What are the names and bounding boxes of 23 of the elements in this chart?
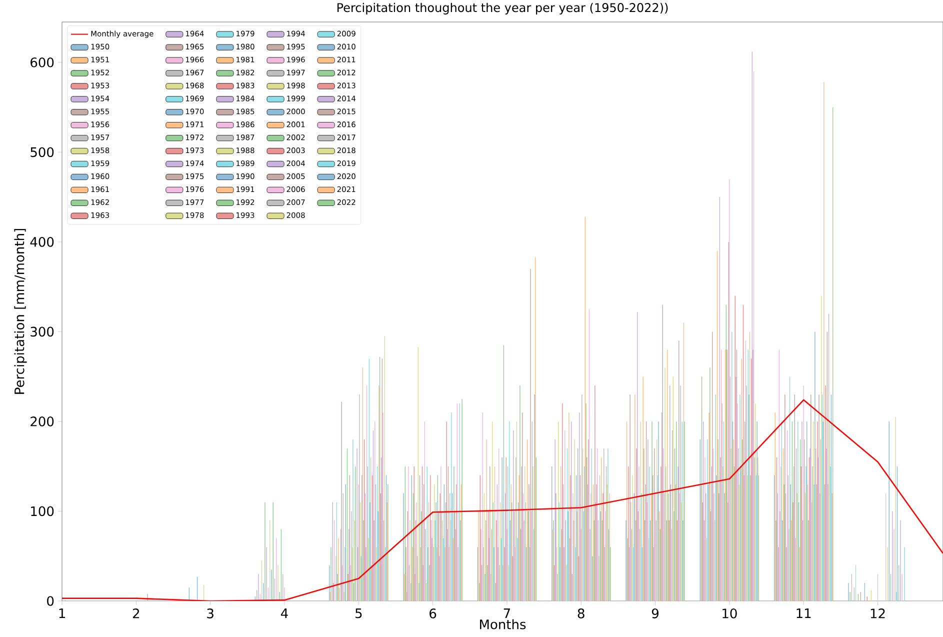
y-tick-label: 300	[30, 326, 54, 337]
x-axis-title: Months	[480, 619, 526, 630]
line-series	[62, 399, 943, 601]
x-tick-label: 6	[430, 608, 436, 618]
x-tick-label: 3	[207, 608, 214, 618]
y-tick-label: 100	[31, 506, 54, 516]
x-tick-label: 7	[504, 608, 510, 618]
x-tick-label: 2	[132, 608, 139, 618]
y-tick-label: 400	[30, 237, 54, 247]
y-axis-title: Percipitation [mm/month]	[14, 229, 27, 394]
x-tick-label: 9	[652, 608, 658, 618]
x-tick-label: 12	[870, 608, 885, 618]
x-tick-label: 5	[356, 608, 362, 618]
x-tick-label: 11	[796, 608, 811, 618]
x-tick-label: 4	[280, 608, 288, 618]
x-tick-label: 1	[59, 608, 65, 618]
y-tick-label: 0	[47, 596, 54, 606]
chart-title: Percipitation thoughout the year per year (1950-2022))	[337, 2, 668, 14]
x-tick-label: 8	[578, 608, 584, 618]
y-tick-label: 500	[30, 147, 54, 158]
x-tick-label: 10	[722, 608, 737, 618]
y-tick-label: 200	[30, 416, 54, 426]
y-tick-label: 600	[30, 57, 54, 68]
